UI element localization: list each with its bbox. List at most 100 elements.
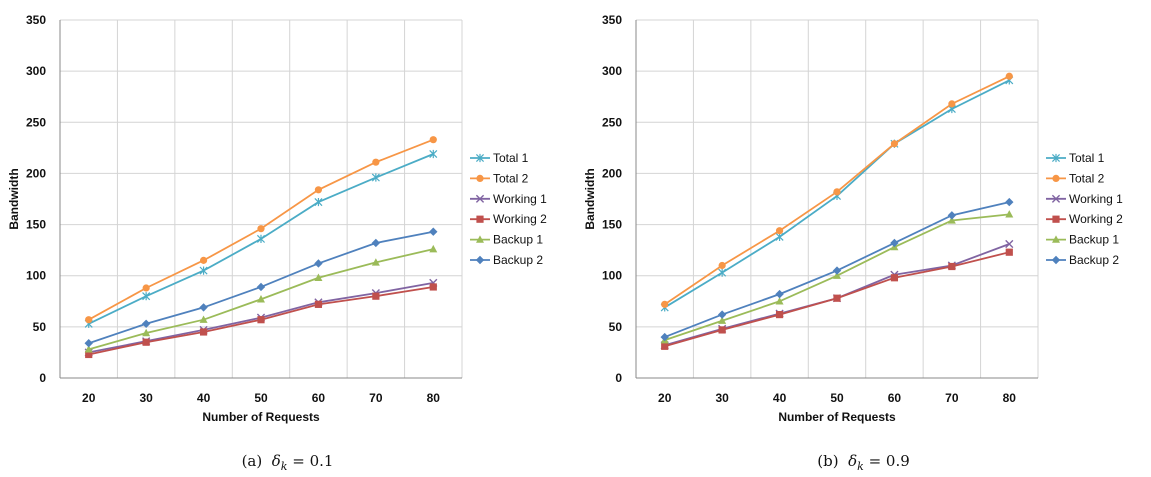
- x-tick-label-a: 80: [427, 391, 441, 405]
- chart-panel-b: 0 50 100 150 200 250 300 350 20 30 40 50 60 70 80 Numbe…: [576, 0, 1151, 477]
- legend-label-backup-1-a: Backup 1: [493, 233, 543, 247]
- data-point-working-1-b: [1005, 239, 1014, 249]
- line-chart-b: 0 50 100 150 200 250 300 350 20 30 40 50 60 70 80 Numbe…: [583, 13, 1123, 424]
- caption-a: (a) δk = 0.1: [0, 452, 575, 473]
- data-point-working-2-b: [833, 294, 841, 302]
- data-point-backup-1-b: [1005, 210, 1014, 218]
- caption-a-value: = 0.1: [287, 452, 334, 470]
- data-point-backup-2-b: [890, 238, 899, 248]
- data-point-total-1-a: [371, 173, 380, 182]
- legend-marker-working-1-b: [1051, 194, 1061, 203]
- y-tick-label-a: 300: [26, 64, 46, 78]
- series-backup-1-a: [84, 244, 438, 353]
- legend-marker-working-2-a: [476, 215, 484, 223]
- y-axis-title-b: Bandwidth: [583, 168, 597, 229]
- legend-item-working-1-a: Working 1: [470, 192, 547, 206]
- legend-marker-backup-1-a: [476, 235, 484, 243]
- y-tick-label-b: 200: [602, 166, 622, 180]
- legend-marker-total-2-b: [1052, 174, 1060, 182]
- legend-label-backup-2-a: Backup 2: [493, 253, 543, 267]
- data-point-total-2-a: [372, 158, 380, 166]
- data-point-total-1-a: [142, 292, 151, 301]
- data-point-working-2-b: [775, 310, 784, 319]
- x-tick-label-a: 40: [197, 391, 211, 405]
- data-point-backup-1-a: [142, 328, 151, 337]
- data-point-backup-2-a: [314, 259, 323, 268]
- legend-item-working-2-a: Working 2: [470, 212, 547, 226]
- data-point-working-2-a: [85, 350, 93, 359]
- caption-a-symbol: δ: [271, 452, 281, 470]
- data-point-total-2-b: [1005, 72, 1013, 80]
- legend-marker-working-2-b: [1052, 215, 1060, 223]
- legend-marker-total-1-a: [475, 153, 485, 163]
- data-point-working-2-b: [661, 342, 669, 350]
- y-tick-label-b: 250: [602, 115, 622, 129]
- data-point-backup-1-a: [257, 295, 265, 303]
- x-tick-label-a: 50: [254, 391, 268, 405]
- y-tick-label-a: 250: [26, 115, 46, 129]
- data-point-backup-1-a: [199, 315, 208, 323]
- y-tick-label-b: 150: [602, 218, 622, 232]
- data-point-total-2-a: [142, 284, 150, 292]
- legend-label-working-2-b: Working 2: [1069, 212, 1123, 226]
- x-tick-label-b: 80: [1003, 391, 1017, 405]
- data-point-backup-1-a: [429, 244, 438, 253]
- data-point-working-2-b: [1005, 248, 1013, 256]
- data-point-backup-2-a: [199, 303, 208, 312]
- x-axis-title-a: Number of Requests: [202, 410, 320, 424]
- data-point-working-2-b: [890, 274, 899, 282]
- line-chart-a: 0 50 100 150 200 250 300 350 20 30 40 50 60 70 80 Numbe…: [7, 13, 547, 424]
- data-point-working-2-b: [948, 262, 956, 271]
- legend-label-backup-2-b: Backup 2: [1069, 253, 1119, 267]
- series-total-2-b: [661, 72, 1013, 308]
- legend-marker-total-2-a: [476, 174, 484, 182]
- data-point-total-1-a: [314, 197, 323, 207]
- legend-label-total-2-a: Total 2: [493, 171, 529, 185]
- chart-panel-a: 0 50 100 150 200 250 300 350 20 30 40 50 60 70 80 Numbe…: [0, 0, 575, 477]
- data-point-backup-1-a: [371, 258, 380, 266]
- series-working-2-b: [661, 248, 1013, 350]
- data-point-total-2-a: [429, 136, 437, 144]
- legend-item-total-2-b: Total 2: [1046, 171, 1105, 185]
- legend-marker-backup-2-b: [1051, 255, 1061, 265]
- x-tick-label-b: 50: [830, 391, 844, 405]
- data-point-total-2-a: [257, 225, 265, 233]
- data-point-working-2-a: [199, 328, 208, 336]
- data-point-backup-2-b: [717, 310, 727, 319]
- y-tick-label-b: 100: [602, 269, 622, 283]
- legend-label-backup-1-b: Backup 1: [1069, 233, 1119, 247]
- data-point-working-2-a: [142, 338, 150, 346]
- data-point-backup-2-b: [1005, 197, 1014, 207]
- y-tick-label-a: 350: [26, 13, 46, 27]
- data-point-backup-2-a: [256, 282, 266, 292]
- x-tick-label-b: 60: [888, 391, 902, 405]
- legend-item-total-1-a: Total 1: [470, 151, 529, 165]
- data-point-total-2-a: [85, 316, 93, 324]
- x-tick-label-b: 70: [945, 391, 959, 405]
- legend-item-backup-1-b: Backup 1: [1046, 233, 1119, 247]
- data-point-backup-2-a: [429, 227, 438, 236]
- legend-item-backup-1-a: Backup 1: [470, 233, 543, 247]
- y-tick-label-a: 0: [39, 371, 46, 385]
- data-point-working-2-a: [372, 292, 380, 300]
- series-backup-1-b: [660, 210, 1014, 344]
- legend-item-total-1-b: Total 1: [1046, 151, 1105, 165]
- x-tick-label-b: 20: [658, 391, 672, 405]
- legend-marker-total-1-b: [1051, 153, 1061, 163]
- data-point-total-2-b: [718, 261, 726, 270]
- x-tick-label-a: 20: [82, 391, 96, 405]
- legend-marker-working-1-a: [475, 194, 485, 203]
- legend-label-working-1-b: Working 1: [1069, 192, 1123, 206]
- data-point-backup-2-a: [371, 238, 381, 248]
- y-tick-label-b: 300: [602, 64, 622, 78]
- legend-label-total-2-b: Total 2: [1069, 171, 1105, 185]
- data-point-backup-1-b: [718, 316, 727, 324]
- data-point-total-1-a: [256, 234, 266, 243]
- data-point-working-2-a: [257, 316, 265, 324]
- caption-b-tag: (b): [817, 452, 839, 470]
- data-point-backup-2-b: [832, 266, 842, 275]
- x-tick-label-b: 30: [715, 391, 729, 405]
- legend-label-working-1-a: Working 1: [493, 192, 547, 206]
- legend-label-total-1-a: Total 1: [493, 151, 529, 165]
- data-point-backup-1-b: [947, 216, 956, 224]
